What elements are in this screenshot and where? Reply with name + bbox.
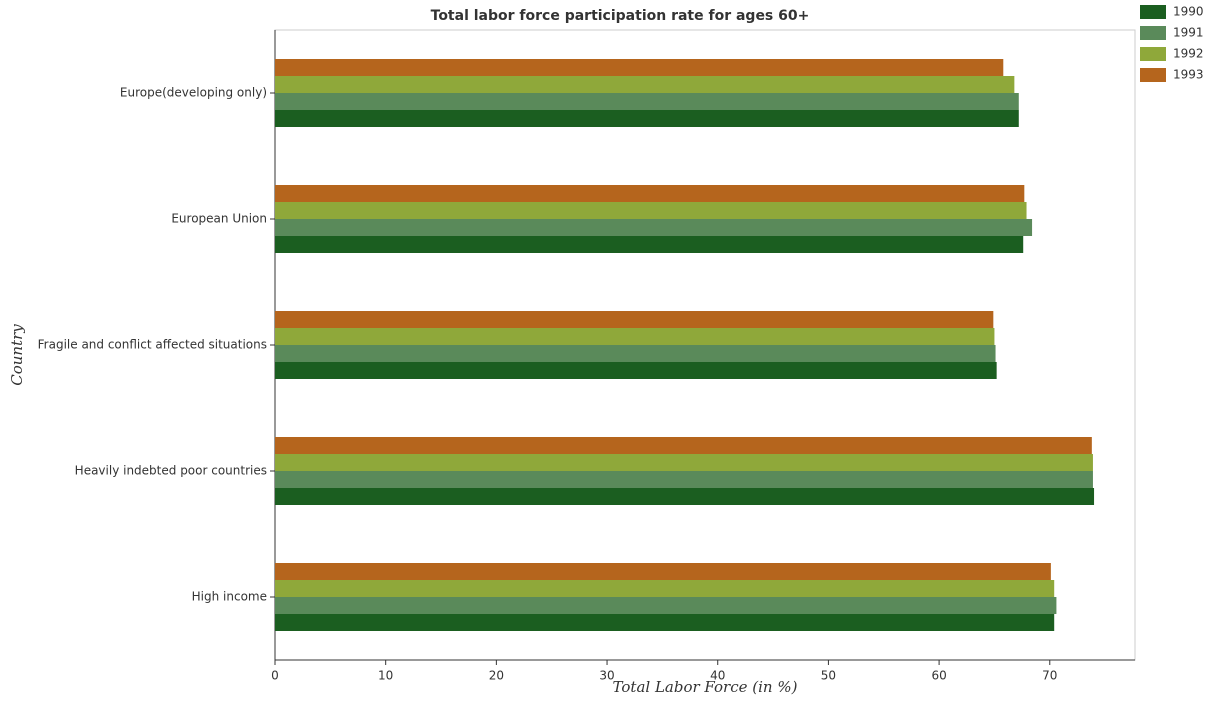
y-axis-title: Country: [8, 324, 26, 386]
legend-label: 1991: [1173, 26, 1204, 40]
legend-label: 1990: [1173, 5, 1204, 19]
bar: [275, 59, 1004, 76]
bar: [275, 93, 1019, 110]
bar: [275, 311, 994, 328]
bar: [275, 236, 1024, 253]
legend-swatch: [1140, 5, 1166, 19]
x-tick-label: 70: [1042, 669, 1057, 683]
bar: [275, 454, 1093, 471]
x-axis-title: Total Labor Force (in %): [613, 678, 798, 696]
bar: [275, 328, 995, 345]
chart-title: Total labor force participation rate for…: [431, 8, 810, 24]
x-tick-label: 20: [489, 669, 504, 683]
x-tick-label: 40: [710, 669, 725, 683]
y-tick-label: European Union: [171, 212, 267, 226]
legend-swatch: [1140, 47, 1166, 61]
y-tick-label: Heavily indebted poor countries: [75, 464, 267, 478]
x-tick-label: 10: [378, 669, 393, 683]
x-tick-label: 50: [821, 669, 836, 683]
bar: [275, 580, 1055, 597]
bar: [275, 471, 1093, 488]
bar: [275, 202, 1027, 219]
bar: [275, 437, 1092, 454]
x-tick-label: 60: [931, 669, 946, 683]
y-tick-label: Fragile and conflict affected situations: [38, 338, 267, 352]
bar: [275, 362, 997, 379]
legend-swatch: [1140, 26, 1166, 40]
legend-swatch: [1140, 68, 1166, 82]
legend-label: 1992: [1173, 47, 1204, 61]
bar: [275, 219, 1033, 236]
bar: [275, 110, 1019, 127]
bar: [275, 614, 1055, 631]
bar: [275, 488, 1095, 505]
bar: [275, 76, 1015, 93]
x-tick-label: 0: [271, 669, 279, 683]
x-tick-label: 30: [599, 669, 614, 683]
bar: [275, 597, 1057, 614]
y-tick-label: High income: [192, 590, 267, 604]
y-tick-label: Europe(developing only): [120, 86, 267, 100]
bar: [275, 345, 996, 362]
bar: [275, 563, 1051, 580]
legend-label: 1993: [1173, 68, 1204, 82]
bar: [275, 185, 1025, 202]
